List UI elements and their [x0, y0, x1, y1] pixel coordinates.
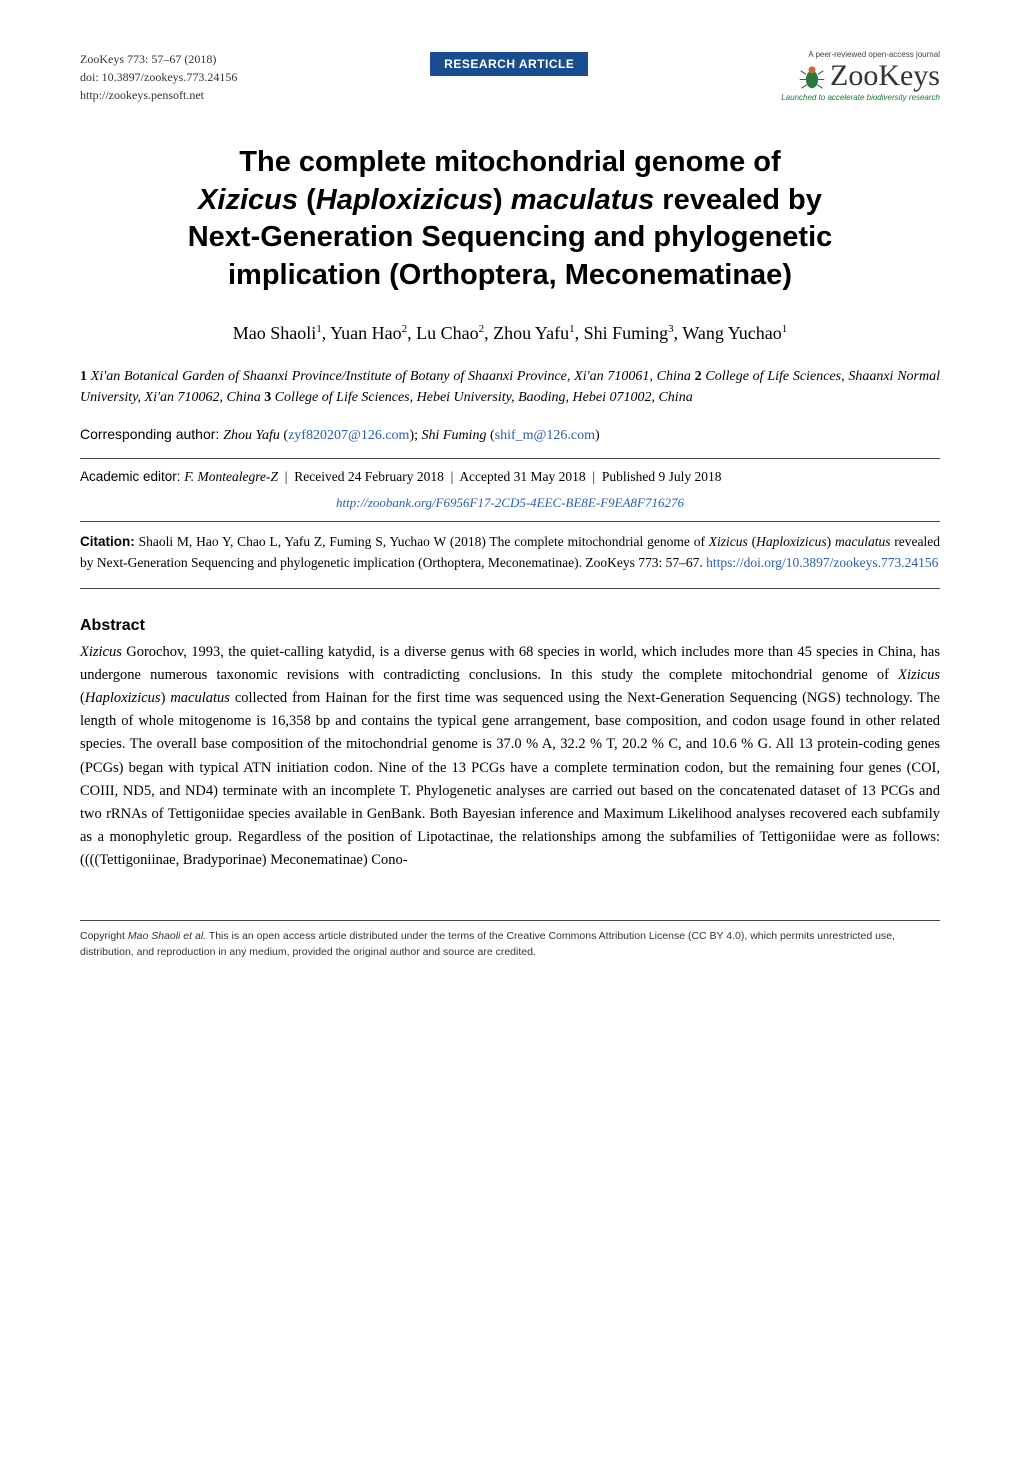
corr-name: Shi Fuming [422, 428, 487, 443]
affil-num: 2 [695, 369, 702, 384]
abstract-genus: Xizicus [80, 644, 122, 660]
abstract-species: maculatus [170, 690, 230, 706]
header-row: ZooKeys 773: 57–67 (2018) doi: 10.3897/z… [80, 50, 940, 104]
title-paren-open: ( [306, 184, 316, 216]
author-affil: 3 [668, 323, 674, 335]
abstract-text: ) [161, 690, 171, 706]
divider [80, 521, 940, 522]
zoobank-link: http://zoobank.org/F6956F17-2CD5-4EEC-BE… [80, 495, 940, 511]
journal-logo-block: A peer-reviewed open-access journal ZooK… [781, 50, 940, 102]
author-list: Mao Shaoli1, Yuan Hao2, Lu Chao2, Zhou Y… [80, 323, 940, 344]
received-date: Received 24 February 2018 [294, 469, 444, 484]
author-affil: 1 [316, 323, 322, 335]
title-species: maculatus [511, 184, 654, 216]
affil-num: 1 [80, 369, 87, 384]
doi-line: doi: 10.3897/zookeys.773.24156 [80, 68, 237, 86]
abstract-subgenus: Haploxizicus [85, 690, 161, 706]
corr-email[interactable]: shif_m@126.com [495, 428, 595, 443]
citation-subgenus: Haploxizicus [756, 534, 827, 549]
citation-label: Citation: [80, 534, 135, 549]
title-revealed: revealed by [662, 184, 822, 216]
author-affil: 1 [782, 323, 788, 335]
logo-tagline-bottom: Launched to accelerate biodiversity rese… [781, 93, 940, 102]
corr-name: Zhou Yafu [223, 428, 280, 443]
editor-name: F. Montealegre-Z [184, 469, 278, 484]
published-date: Published 9 July 2018 [602, 469, 722, 484]
divider [80, 588, 940, 589]
citation-paren: ( [748, 534, 756, 549]
title-line1: The complete mitochondrial genome of [239, 146, 780, 178]
corr-email[interactable]: zyf820207@126.com [288, 428, 409, 443]
affil-num: 3 [264, 390, 271, 405]
affil-text: College of Life Sciences, Hebei Universi… [275, 390, 693, 405]
accepted-date: Accepted 31 May 2018 [459, 469, 585, 484]
citation-paren: ) [827, 534, 835, 549]
title-line3: Next-Generation Sequencing and phylogene… [188, 221, 833, 253]
article-title: The complete mitochondrial genome of Xiz… [100, 144, 920, 295]
title-genus: Xizicus [198, 184, 298, 216]
article-type-badge: RESEARCH ARTICLE [430, 52, 588, 76]
citation-doi[interactable]: https://doi.org/10.3897/zookeys.773.2415… [706, 555, 938, 570]
affiliations: 1 Xi'an Botanical Garden of Shaanxi Prov… [80, 366, 940, 408]
author-affil: 2 [479, 323, 485, 335]
citation-species: maculatus [835, 534, 891, 549]
corresponding-author: Corresponding author: Zhou Yafu (zyf8202… [80, 426, 940, 444]
logo-tagline-top: A peer-reviewed open-access journal [781, 50, 940, 59]
citation-genus: Xizicus [709, 534, 748, 549]
journal-line: ZooKeys 773: 57–67 (2018) [80, 50, 237, 68]
license-footer: Copyright Mao Shaoli et al. This is an o… [80, 920, 940, 961]
author: Shi Fuming [584, 323, 669, 343]
abstract-heading: Abstract [80, 617, 940, 635]
author: Wang Yuchao [682, 323, 781, 343]
author-affil: 1 [569, 323, 575, 335]
logo-text: ZooKeys [830, 59, 940, 93]
abstract-body: Xizicus Gorochov, 1993, the quiet-callin… [80, 641, 940, 873]
corresponding-label: Corresponding author: [80, 426, 223, 442]
editor-label: Academic editor: [80, 469, 184, 484]
journal-info: ZooKeys 773: 57–67 (2018) doi: 10.3897/z… [80, 50, 237, 104]
copyright-holder: Mao Shaoli et al. [128, 930, 206, 942]
abstract-text: Gorochov, 1993, the quiet-calling katydi… [80, 644, 940, 683]
author: Mao Shaoli [233, 323, 317, 343]
journal-url[interactable]: http://zookeys.pensoft.net [80, 86, 237, 104]
citation-block: Citation: Shaoli M, Hao Y, Chao L, Yafu … [80, 532, 940, 574]
author: Yuan Hao [330, 323, 401, 343]
title-line4: implication (Orthoptera, Meconematinae) [228, 259, 792, 291]
editorial-dates: Academic editor: F. Montealegre-Z | Rece… [80, 469, 940, 485]
zoobank-url[interactable]: http://zoobank.org/F6956F17-2CD5-4EEC-BE… [336, 495, 684, 510]
author-affil: 2 [402, 323, 408, 335]
author: Zhou Yafu [493, 323, 569, 343]
beetle-icon [798, 62, 826, 90]
title-paren-close: ) [493, 184, 503, 216]
author: Lu Chao [416, 323, 479, 343]
abstract-text: collected from Hainan for the first time… [80, 690, 940, 868]
copyright-label: Copyright [80, 930, 128, 942]
title-subgenus: Haploxizicus [316, 184, 493, 216]
affil-text: Xi'an Botanical Garden of Shaanxi Provin… [91, 369, 691, 384]
journal-logo: ZooKeys [781, 59, 940, 93]
citation-text: Shaoli M, Hao Y, Chao L, Yafu Z, Fuming … [135, 534, 709, 549]
divider [80, 458, 940, 459]
abstract-genus: Xizicus [898, 667, 940, 683]
